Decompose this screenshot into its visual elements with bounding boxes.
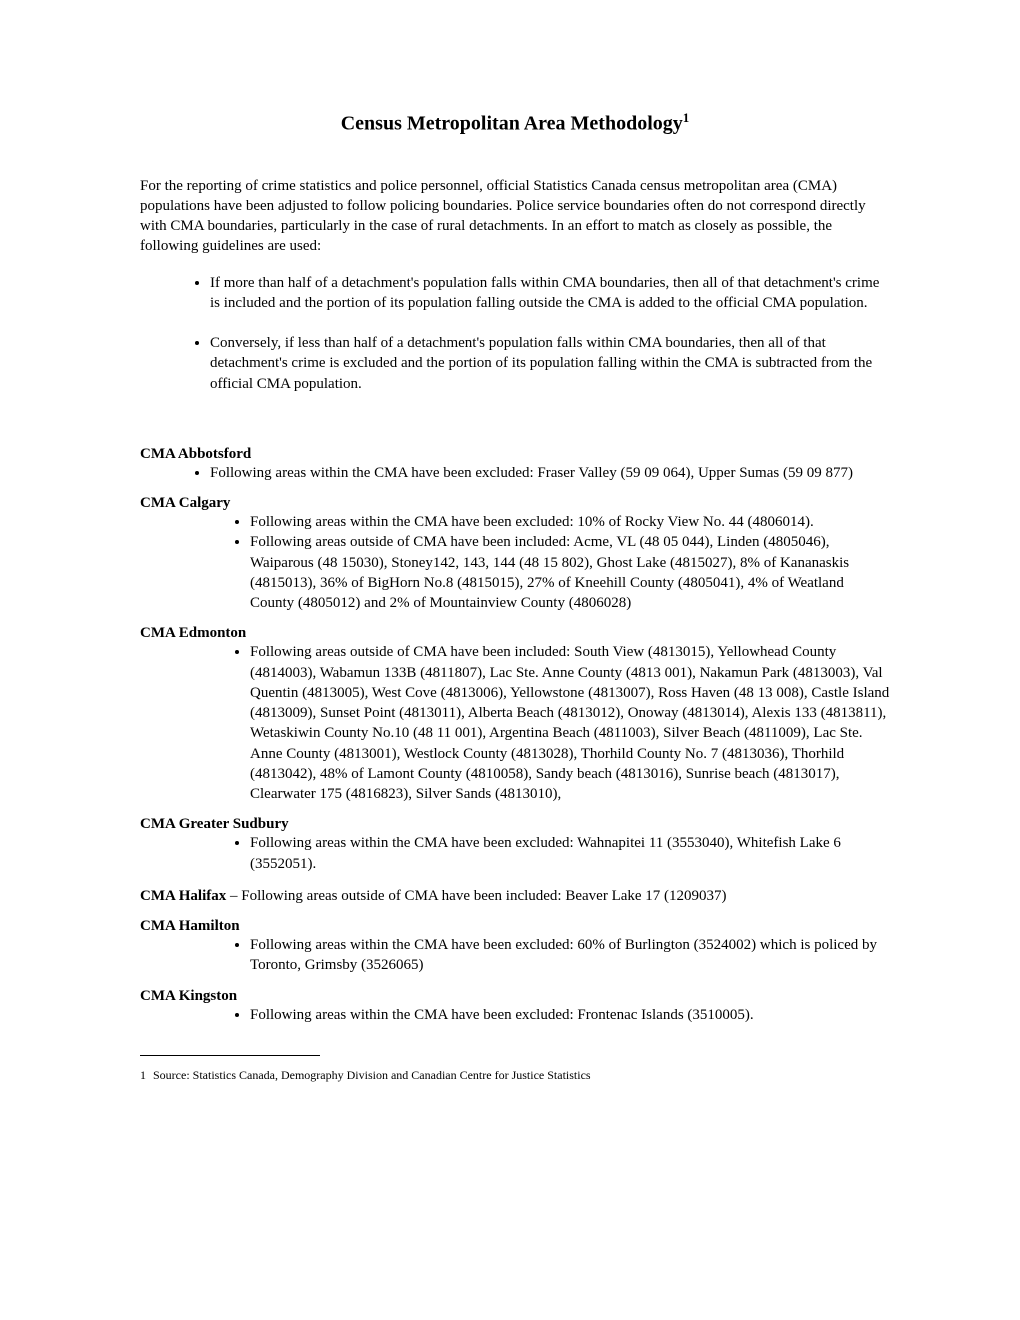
cma-edmonton-list: Following areas outside of CMA have been… — [140, 642, 890, 804]
cma-calgary-heading: CMA Calgary — [140, 495, 890, 512]
page-title: Census Metropolitan Area Methodology1 — [140, 110, 890, 136]
footnote-text: Source: Statistics Canada, Demography Di… — [153, 1068, 591, 1082]
cma-abbotsford-heading: CMA Abbotsford — [140, 446, 890, 463]
footnote-number: 1 — [140, 1068, 146, 1082]
list-item: Following areas within the CMA have been… — [250, 935, 890, 976]
cma-hamilton-section: CMA Hamilton Following areas within the … — [140, 918, 890, 976]
title-footnote-ref: 1 — [683, 110, 690, 125]
cma-abbotsford-section: CMA Abbotsford Following areas within th… — [140, 446, 890, 483]
cma-sudbury-heading: CMA Greater Sudbury — [140, 816, 890, 833]
cma-kingston-heading: CMA Kingston — [140, 988, 890, 1005]
list-item: Following areas within the CMA have been… — [210, 463, 890, 483]
footnote-divider — [140, 1055, 320, 1056]
list-item: Following areas outside of CMA have been… — [250, 532, 890, 613]
footnote: 1 Source: Statistics Canada, Demography … — [140, 1068, 890, 1084]
cma-calgary-list: Following areas within the CMA have been… — [140, 512, 890, 613]
cma-edmonton-section: CMA Edmonton Following areas outside of … — [140, 625, 890, 804]
intro-paragraph: For the reporting of crime statistics an… — [140, 176, 890, 257]
cma-sudbury-list: Following areas within the CMA have been… — [140, 833, 890, 874]
cma-hamilton-heading: CMA Hamilton — [140, 918, 890, 935]
guidelines-list: If more than half of a detachment's popu… — [140, 273, 890, 394]
guideline-item: Conversely, if less than half of a detac… — [210, 333, 890, 394]
cma-hamilton-list: Following areas within the CMA have been… — [140, 935, 890, 976]
document-page: Census Metropolitan Area Methodology1 Fo… — [0, 0, 1020, 1320]
cma-abbotsford-list: Following areas within the CMA have been… — [140, 463, 890, 483]
cma-halifax-heading: CMA Halifax — [140, 888, 226, 904]
cma-kingston-section: CMA Kingston Following areas within the … — [140, 988, 890, 1025]
guideline-item: If more than half of a detachment's popu… — [210, 273, 890, 314]
title-text: Census Metropolitan Area Methodology — [341, 113, 683, 135]
list-item: Following areas within the CMA have been… — [250, 1005, 890, 1025]
cma-calgary-section: CMA Calgary Following areas within the C… — [140, 495, 890, 613]
list-item: Following areas outside of CMA have been… — [250, 642, 890, 804]
cma-halifax-text: – Following areas outside of CMA have be… — [226, 888, 726, 904]
list-item: Following areas within the CMA have been… — [250, 512, 890, 532]
cma-edmonton-heading: CMA Edmonton — [140, 625, 890, 642]
cma-halifax-section: CMA Halifax – Following areas outside of… — [140, 886, 890, 906]
list-item: Following areas within the CMA have been… — [250, 833, 890, 874]
cma-kingston-list: Following areas within the CMA have been… — [140, 1005, 890, 1025]
cma-sudbury-section: CMA Greater Sudbury Following areas with… — [140, 816, 890, 874]
